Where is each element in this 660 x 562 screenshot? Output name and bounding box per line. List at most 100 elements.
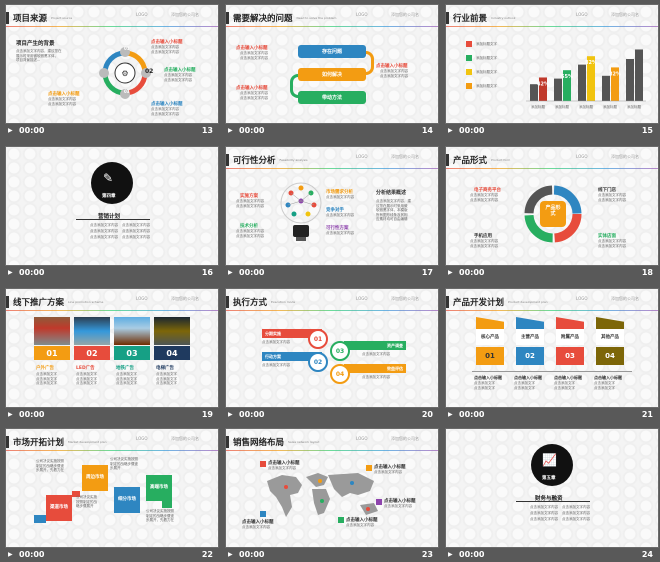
slide-number: 18 bbox=[641, 268, 653, 277]
play-icon[interactable]: ▶ bbox=[8, 411, 13, 418]
slide-footer: ▶ 00:00 19 bbox=[5, 409, 219, 423]
company-name: 添加您的公司名 bbox=[171, 12, 199, 17]
chart-bar bbox=[611, 67, 619, 101]
chart-bar bbox=[563, 70, 571, 101]
play-icon[interactable]: ▶ bbox=[8, 127, 13, 134]
legend-marker bbox=[466, 41, 472, 47]
chart-bar bbox=[602, 75, 610, 101]
slide-canvas: 产品开发计划 Product development plan LOGO 添加您的… bbox=[445, 288, 659, 408]
slide-canvas: 📈 第五章 财务与融资 点击添加文字内容 点击添加文字内容 点击添加文字内容 点… bbox=[445, 428, 659, 548]
slide-title: 执行方式 bbox=[233, 298, 268, 308]
slide-title: 线下推广方案 bbox=[13, 298, 65, 308]
logo-text: LOGO bbox=[576, 12, 588, 17]
slide-footer: ▶ 00:00 18 bbox=[445, 267, 659, 281]
location-label: 点击输入小标题 bbox=[346, 518, 378, 523]
play-icon[interactable]: ▶ bbox=[228, 269, 233, 276]
timeline-line bbox=[472, 371, 632, 372]
play-icon[interactable]: ▶ bbox=[8, 551, 13, 558]
slide-thumbnail-20[interactable]: 执行方式 Execution mode LOGO 添加您的公司名 分期实施 行动方… bbox=[225, 288, 439, 423]
location-label: 点击输入小标题 bbox=[374, 465, 406, 470]
chart-bar bbox=[635, 49, 643, 101]
slide-footer: ▶ 00:00 24 bbox=[445, 549, 659, 562]
slide-duration: 00:00 bbox=[459, 410, 485, 419]
product-name: 主营产品 bbox=[516, 329, 544, 345]
slide-subtitle: Line promotion scheme bbox=[68, 300, 104, 304]
slide-footer: ▶ 00:00 20 bbox=[225, 409, 439, 423]
slide-canvas: 执行方式 Execution mode LOGO 添加您的公司名 分期实施 行动方… bbox=[225, 288, 439, 408]
slide-footer: ▶ 00:00 17 bbox=[225, 267, 439, 281]
slide-title: 产品形式 bbox=[453, 156, 488, 166]
product-name: 核心产品 bbox=[476, 329, 504, 345]
slide-thumbnail-15[interactable]: 行业前景 Industry outlook LOGO 添加您的公司名 添加标题文字… bbox=[445, 4, 659, 139]
subtitle-item: 点击输入小标题 bbox=[376, 64, 408, 69]
slide-thumbnail-14[interactable]: 需要解决的问题 Need to solve the problem LOGO 添加… bbox=[225, 4, 439, 139]
slide-title: 市场开拓计划 bbox=[13, 438, 65, 448]
company-name: 添加您的公司名 bbox=[171, 296, 199, 301]
subtitle-item: 点击输入小标题 bbox=[164, 68, 196, 73]
slide-thumbnail-17[interactable]: 可行性分析 Feasibility analysis LOGO 添加您的公司名 实… bbox=[225, 146, 439, 281]
slide-duration: 00:00 bbox=[239, 268, 265, 277]
slide-duration: 00:00 bbox=[19, 268, 45, 277]
play-icon[interactable]: ▶ bbox=[8, 269, 13, 276]
list-item: 点击添加文字内容 bbox=[562, 505, 590, 509]
slide-thumbnail-21[interactable]: 产品开发计划 Product development plan LOGO 添加您的… bbox=[445, 288, 659, 423]
photo-elevator bbox=[154, 317, 190, 345]
chapter-circle bbox=[91, 162, 133, 204]
slide-footer: ▶ 00:00 14 bbox=[225, 125, 439, 139]
play-icon[interactable]: ▶ bbox=[448, 551, 453, 558]
play-icon[interactable]: ▶ bbox=[448, 411, 453, 418]
slide-canvas: ✎ 第四章 营销计划 点击添加文字内容 点击添加文字内容 点击添加文字内容 点击… bbox=[5, 146, 219, 266]
slide-thumbnail-13[interactable]: 项目来源 Project source LOGO 添加您的公司名 项目产生的背景 … bbox=[5, 4, 219, 139]
slide-thumbnail-18[interactable]: 产品形式 Product form LOGO 添加您的公司名 产品形式 电子商务平… bbox=[445, 146, 659, 281]
slide-thumbnail-23[interactable]: 销售网络布局 Sales network layout LOGO 添加您的公司名 … bbox=[225, 428, 439, 562]
step-number-3: 03 bbox=[124, 89, 130, 94]
chapter-label: 第四章 bbox=[102, 194, 116, 199]
number-tile: 01 bbox=[476, 347, 504, 365]
analysis-summary-heading: 分析结果概述 bbox=[376, 190, 407, 196]
promo-label: 户外广告 bbox=[36, 366, 54, 371]
slide-thumbnail-22[interactable]: 市场开拓计划 Market development plan LOGO 添加您的公… bbox=[5, 428, 219, 562]
step-hexagon: 02 bbox=[308, 352, 328, 372]
photo-billboard bbox=[34, 317, 70, 345]
slide-footer: ▶ 00:00 16 bbox=[5, 267, 219, 281]
slide-number: 22 bbox=[201, 550, 213, 559]
slide-thumbnail-24[interactable]: 📈 第五章 财务与融资 点击添加文字内容 点击添加文字内容 点击添加文字内容 点… bbox=[445, 428, 659, 562]
play-icon[interactable]: ▶ bbox=[228, 551, 233, 558]
slide-number: 13 bbox=[201, 126, 213, 135]
solution-band: 如何解决 bbox=[298, 68, 366, 81]
chart-category-label: 添加标题 bbox=[531, 104, 545, 109]
play-icon[interactable]: ▶ bbox=[448, 127, 453, 134]
promo-label: LED广告 bbox=[76, 366, 95, 371]
divider bbox=[516, 501, 590, 502]
header-line bbox=[226, 310, 438, 311]
photo-subway bbox=[114, 317, 150, 345]
play-icon[interactable]: ▶ bbox=[228, 127, 233, 134]
company-name: 添加您的公司名 bbox=[391, 296, 419, 301]
logo-text: LOGO bbox=[576, 154, 588, 159]
decor-square bbox=[72, 491, 80, 497]
chapter-heading: 财务与融资 bbox=[535, 496, 563, 502]
product-form-label: 电子商务平台 bbox=[474, 188, 501, 193]
feature-label: 可行性方案 bbox=[326, 226, 349, 231]
problem-band: 存在问题 bbox=[298, 45, 366, 58]
slide-thumbnail-16[interactable]: ✎ 第四章 营销计划 点击添加文字内容 点击添加文字内容 点击添加文字内容 点击… bbox=[5, 146, 219, 281]
slide-canvas: 行业前景 Industry outlook LOGO 添加您的公司名 添加标题文字… bbox=[445, 4, 659, 124]
slide-thumbnail-19[interactable]: 线下推广方案 Line promotion scheme LOGO 添加您的公司名… bbox=[5, 288, 219, 423]
header-line bbox=[6, 26, 218, 27]
list-item: 点击添加文字内容 bbox=[90, 223, 118, 227]
product-flag bbox=[596, 317, 624, 329]
slide-number: 15 bbox=[641, 126, 653, 135]
growth-chart-icon: 📈 bbox=[542, 453, 557, 467]
slide-canvas: 可行性分析 Feasibility analysis LOGO 添加您的公司名 实… bbox=[225, 146, 439, 266]
step-number-2: 02 bbox=[145, 68, 154, 75]
list-item: 点击添加文字内容 bbox=[530, 517, 558, 521]
play-icon[interactable]: ▶ bbox=[228, 411, 233, 418]
slide-subtitle: Execution mode bbox=[271, 300, 296, 304]
product-name: 附属产品 bbox=[556, 329, 584, 345]
step-ribbon: 分期实施 bbox=[262, 329, 322, 338]
location-marker bbox=[260, 461, 266, 467]
header-line bbox=[226, 26, 438, 27]
company-name: 添加您的公司名 bbox=[391, 154, 419, 159]
slide-duration: 00:00 bbox=[459, 268, 485, 277]
play-icon[interactable]: ▶ bbox=[448, 269, 453, 276]
